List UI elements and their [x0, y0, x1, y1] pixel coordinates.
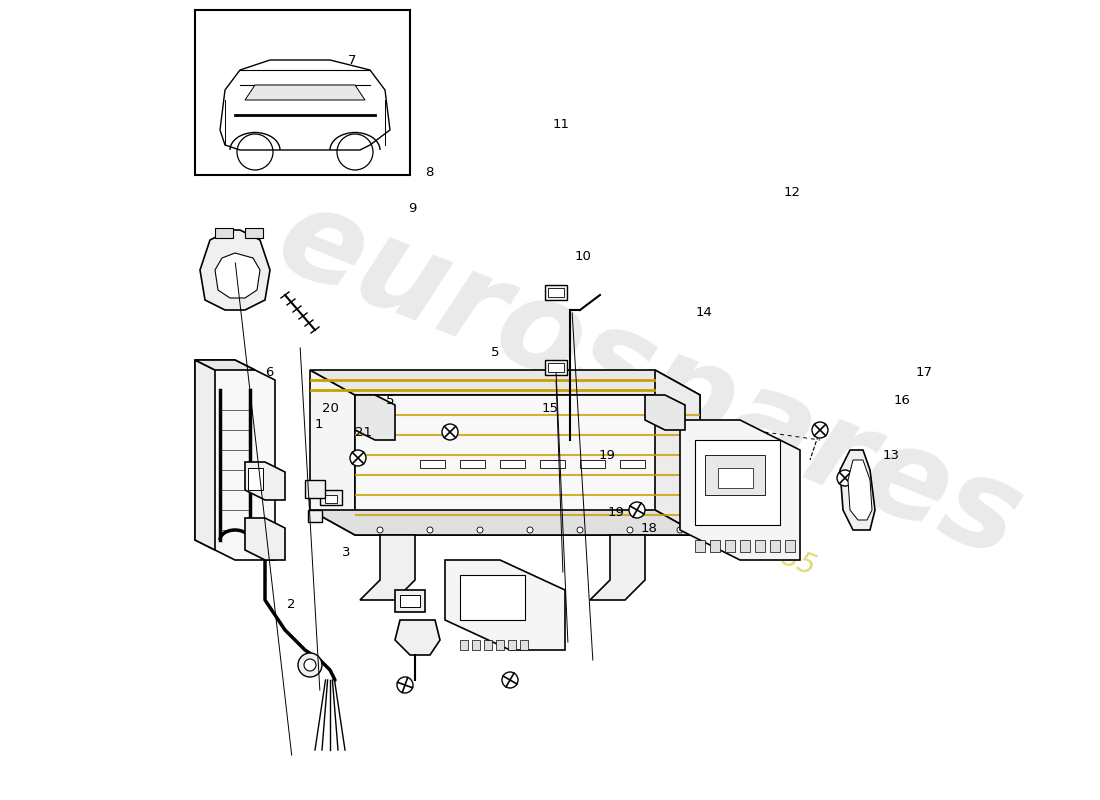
- Bar: [308, 510, 322, 522]
- Bar: [460, 460, 485, 468]
- Circle shape: [812, 422, 828, 438]
- Bar: [420, 460, 446, 468]
- Text: 2: 2: [287, 598, 296, 610]
- Bar: [520, 640, 528, 650]
- Circle shape: [350, 450, 366, 466]
- Polygon shape: [848, 460, 872, 520]
- Bar: [320, 490, 342, 505]
- Bar: [544, 285, 566, 300]
- Text: 9: 9: [408, 202, 417, 214]
- Polygon shape: [360, 535, 415, 600]
- Polygon shape: [195, 360, 214, 550]
- Text: 1: 1: [315, 418, 323, 430]
- Circle shape: [442, 424, 458, 440]
- Bar: [755, 540, 764, 552]
- Bar: [770, 540, 780, 552]
- Polygon shape: [245, 85, 365, 100]
- Bar: [705, 455, 764, 495]
- Bar: [400, 595, 420, 607]
- Bar: [195, 10, 410, 175]
- Text: 8: 8: [425, 166, 433, 178]
- Bar: [500, 460, 525, 468]
- Bar: [508, 640, 516, 650]
- Text: 17: 17: [915, 366, 933, 378]
- Polygon shape: [310, 370, 700, 395]
- Text: 14: 14: [695, 306, 713, 318]
- Circle shape: [629, 502, 645, 518]
- Text: 12: 12: [783, 186, 801, 198]
- Bar: [725, 540, 735, 552]
- Bar: [710, 540, 720, 552]
- Polygon shape: [654, 370, 700, 535]
- Bar: [740, 540, 750, 552]
- Polygon shape: [680, 420, 800, 560]
- Bar: [324, 495, 337, 503]
- Bar: [214, 228, 233, 238]
- Bar: [785, 540, 795, 552]
- Polygon shape: [310, 370, 355, 535]
- Circle shape: [298, 653, 322, 677]
- Text: eurospares: eurospares: [261, 176, 1040, 584]
- Polygon shape: [214, 253, 260, 298]
- Polygon shape: [355, 395, 700, 535]
- Polygon shape: [245, 518, 285, 560]
- Circle shape: [578, 527, 583, 533]
- Bar: [395, 590, 425, 612]
- Bar: [718, 468, 754, 488]
- Text: 19: 19: [607, 506, 625, 518]
- Polygon shape: [446, 560, 565, 650]
- Bar: [544, 360, 566, 375]
- Circle shape: [627, 527, 632, 533]
- Text: 15: 15: [541, 402, 559, 414]
- Polygon shape: [245, 462, 285, 500]
- Bar: [580, 460, 605, 468]
- Bar: [305, 480, 324, 498]
- Circle shape: [397, 677, 412, 693]
- Text: 7: 7: [348, 54, 356, 66]
- Circle shape: [427, 527, 433, 533]
- Polygon shape: [355, 395, 395, 440]
- Text: 5: 5: [491, 346, 499, 358]
- Bar: [540, 460, 565, 468]
- Bar: [620, 460, 645, 468]
- Circle shape: [837, 470, 852, 486]
- Bar: [548, 363, 564, 372]
- Polygon shape: [395, 620, 440, 655]
- Circle shape: [502, 672, 518, 688]
- Polygon shape: [645, 395, 685, 430]
- Polygon shape: [195, 360, 255, 370]
- Text: 6: 6: [265, 366, 274, 378]
- Text: a passion for parts since 1985: a passion for parts since 1985: [420, 398, 820, 582]
- Text: 20: 20: [321, 402, 339, 414]
- Text: 19: 19: [598, 450, 616, 462]
- Text: 5: 5: [386, 394, 395, 406]
- Bar: [695, 540, 705, 552]
- Circle shape: [527, 527, 534, 533]
- Circle shape: [477, 527, 483, 533]
- Bar: [248, 468, 263, 490]
- Bar: [484, 640, 492, 650]
- Polygon shape: [195, 360, 275, 560]
- Text: 11: 11: [552, 118, 570, 130]
- Text: 10: 10: [574, 250, 592, 262]
- Text: 21: 21: [354, 426, 372, 438]
- Bar: [548, 288, 564, 297]
- Text: 13: 13: [882, 450, 900, 462]
- Circle shape: [377, 527, 383, 533]
- Text: 16: 16: [893, 394, 911, 406]
- Bar: [472, 640, 480, 650]
- Polygon shape: [590, 535, 645, 600]
- Polygon shape: [310, 510, 700, 535]
- Polygon shape: [200, 230, 270, 310]
- Text: 18: 18: [640, 522, 658, 534]
- Circle shape: [304, 659, 316, 671]
- Polygon shape: [840, 450, 874, 530]
- Bar: [695, 440, 780, 525]
- Bar: [496, 640, 504, 650]
- Circle shape: [676, 527, 683, 533]
- Bar: [460, 640, 467, 650]
- Bar: [460, 575, 525, 620]
- Bar: [245, 228, 263, 238]
- Text: 3: 3: [342, 546, 351, 558]
